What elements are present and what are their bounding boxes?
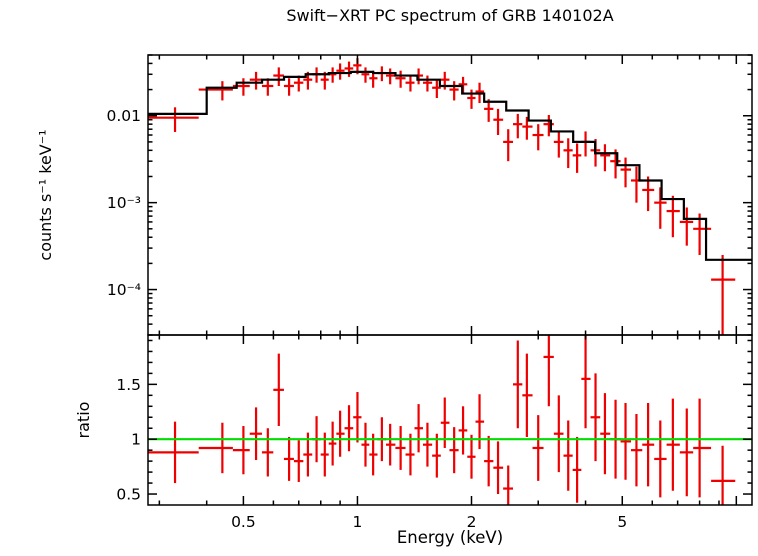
tick-label: 0.5 (116, 486, 141, 504)
tick-label: 1.5 (116, 376, 141, 394)
x-axis-label-energy: Energy (keV) (396, 528, 504, 547)
y-axis-label-ratio: ratio (74, 401, 93, 439)
tick-label: 1 (131, 431, 141, 449)
tick-label: 10⁻⁴ (107, 281, 141, 299)
y-axis-label-counts: counts s⁻¹ keV⁻¹ (36, 129, 55, 261)
tick-label: 5 (617, 513, 627, 531)
tick-label: 0.01 (106, 107, 141, 125)
model-line (148, 70, 752, 261)
tick-label: 10⁻³ (107, 194, 141, 212)
tick-label: 0.5 (231, 513, 256, 531)
tick-label: 2 (467, 513, 477, 531)
tick-label: 1 (353, 513, 363, 531)
ratio-data-points (148, 335, 736, 505)
spectrum-data-points (148, 58, 736, 335)
axes-frame (147, 54, 753, 506)
chart-title: Swift−XRT PC spectrum of GRB 140102A (286, 6, 614, 25)
